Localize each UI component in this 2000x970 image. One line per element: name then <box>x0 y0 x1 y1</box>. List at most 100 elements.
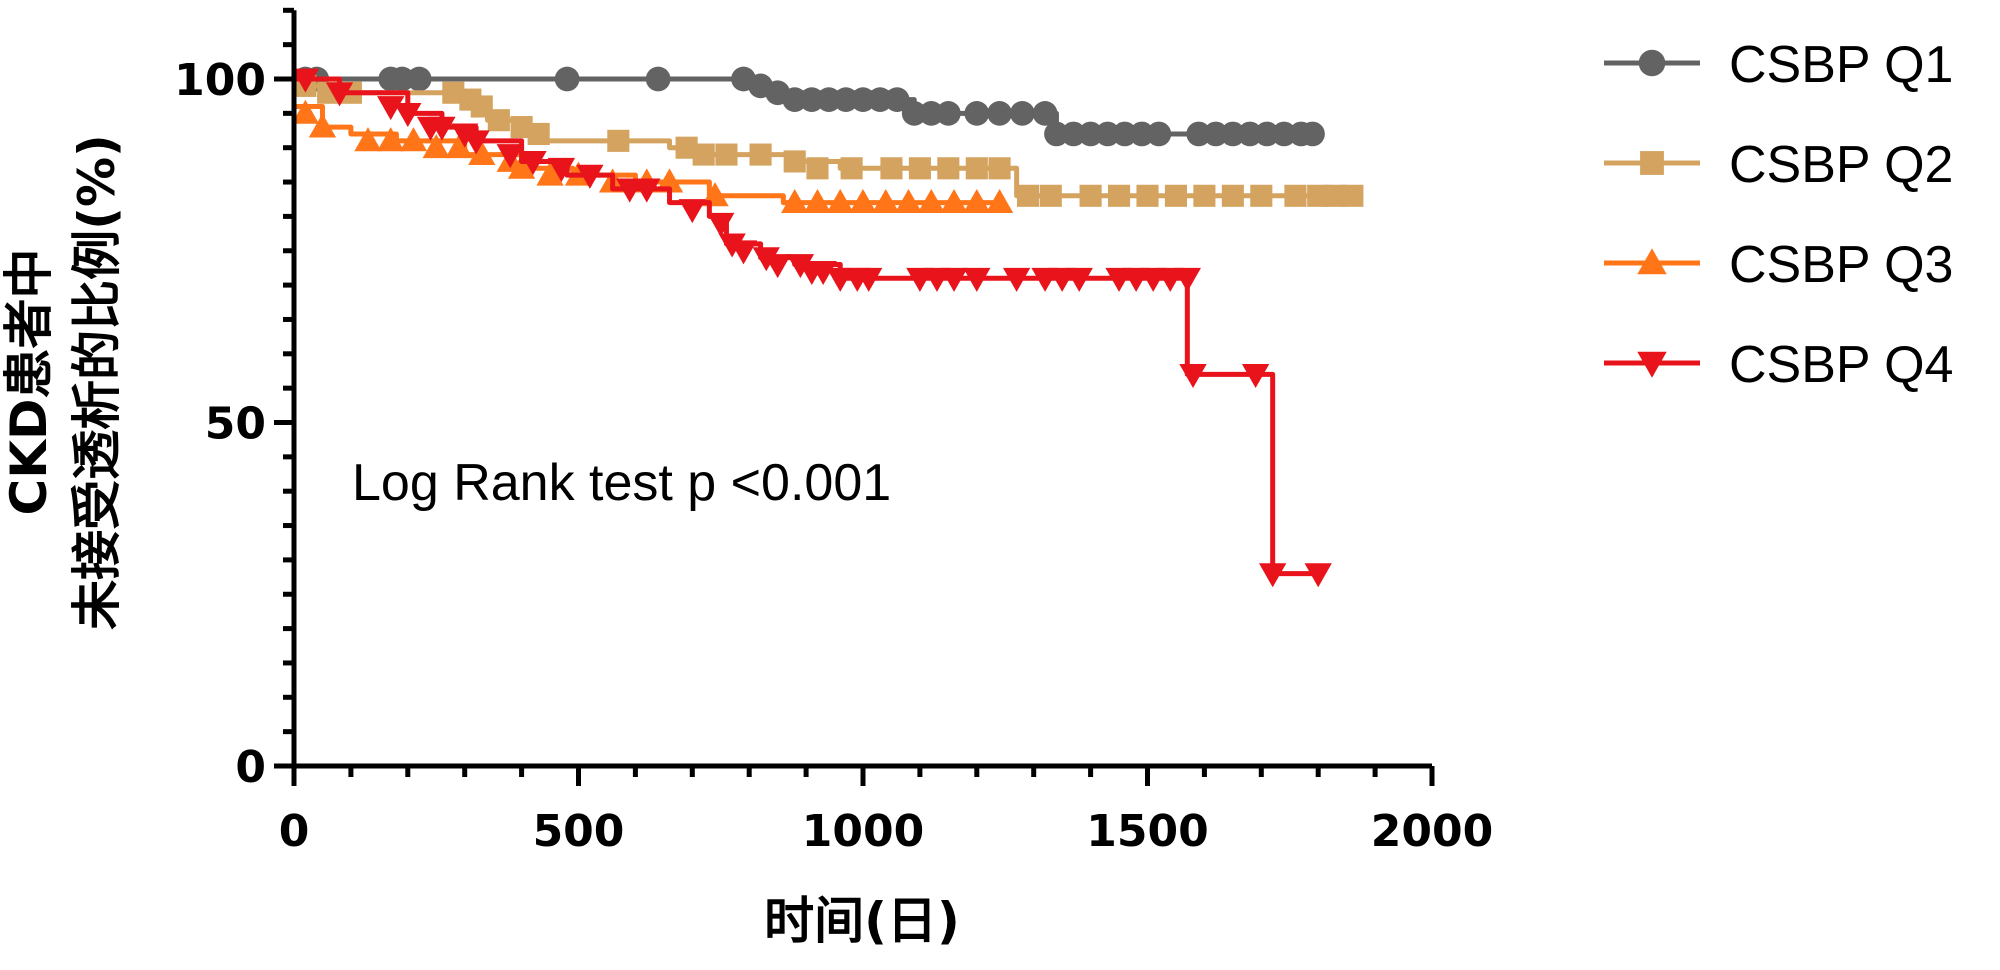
data-point <box>1108 184 1131 207</box>
legend-label: CSBP Q3 <box>1729 236 1953 294</box>
data-point <box>917 189 945 214</box>
data-point <box>1193 184 1216 207</box>
x-tick-label: 500 <box>533 806 625 857</box>
data-point <box>1095 121 1121 147</box>
data-point <box>291 68 320 93</box>
data-point <box>884 87 910 112</box>
data-point <box>377 127 405 152</box>
data-point <box>1002 267 1031 292</box>
y-axis-title-line-2: 未接受透析的比例(%) <box>68 134 126 630</box>
data-point <box>880 157 903 180</box>
data-point <box>1009 101 1035 126</box>
data-point <box>1237 121 1263 147</box>
series-layer <box>291 66 1364 588</box>
log-rank-annotation: Log Rank test p <0.001 <box>352 454 891 512</box>
series-csbp-q2 <box>294 74 1364 207</box>
series-csbp-q1 <box>293 66 1325 147</box>
data-point <box>1048 267 1076 292</box>
data-point <box>1284 184 1307 207</box>
legend-item-csbp-q3: CSBP Q3 <box>1604 236 1953 294</box>
data-point <box>901 101 927 126</box>
data-point <box>872 189 900 214</box>
x-tick-label: 1000 <box>802 806 924 857</box>
data-point <box>809 260 837 286</box>
data-point <box>783 150 806 173</box>
data-point <box>1078 121 1103 147</box>
data-point <box>428 116 456 141</box>
data-point <box>607 129 630 152</box>
data-point <box>1164 184 1187 207</box>
data-point <box>692 143 715 166</box>
data-point <box>855 267 883 292</box>
data-point <box>1065 267 1093 292</box>
data-point <box>519 151 547 176</box>
data-point <box>1341 184 1364 207</box>
data-point <box>451 123 479 148</box>
data-point <box>527 122 550 146</box>
data-point <box>1259 563 1287 588</box>
data-point <box>496 144 524 169</box>
legend-marker <box>1640 151 1664 175</box>
data-point <box>816 87 842 112</box>
data-point <box>576 164 604 189</box>
data-point <box>394 102 422 127</box>
data-point <box>867 87 893 112</box>
data-point <box>940 189 968 214</box>
data-point <box>752 247 780 272</box>
data-point <box>554 66 580 92</box>
data-point <box>782 87 808 112</box>
data-point <box>786 254 815 279</box>
data-point <box>470 95 493 118</box>
data-point <box>389 66 415 92</box>
data-point <box>803 189 832 214</box>
data-point <box>1061 121 1086 147</box>
data-point <box>487 109 510 132</box>
data-point <box>833 87 859 112</box>
data-point <box>1250 184 1273 207</box>
y-tick-label: 0 <box>235 742 266 793</box>
data-point <box>894 189 923 214</box>
x-axis-title: 时间(日) <box>764 892 960 950</box>
data-point <box>1139 267 1167 292</box>
y-axis-title-line-1: CKD患者中 <box>0 249 58 516</box>
data-point <box>764 254 792 279</box>
series-csbp-q4 <box>291 68 1332 588</box>
data-point <box>675 136 698 159</box>
data-point <box>399 127 428 152</box>
data-point <box>987 101 1012 126</box>
data-point <box>1186 121 1212 147</box>
data-point <box>645 66 671 92</box>
data-point <box>1079 184 1102 207</box>
data-point <box>988 157 1011 180</box>
data-point <box>1136 184 1159 207</box>
x-tick-label: 1500 <box>1086 806 1208 857</box>
data-point <box>937 157 960 180</box>
legend-item-csbp-q4: CSBP Q4 <box>1604 336 1953 394</box>
data-point <box>849 189 877 214</box>
data-point <box>507 154 536 179</box>
data-point <box>1146 121 1172 147</box>
data-point <box>291 99 320 124</box>
legend-label: CSBP Q1 <box>1729 36 1953 94</box>
data-point <box>1122 267 1150 292</box>
data-point <box>940 267 968 292</box>
data-point <box>377 96 405 121</box>
data-point <box>1016 184 1040 207</box>
data-point <box>936 101 961 126</box>
data-point <box>422 134 450 159</box>
data-point <box>536 161 564 186</box>
data-point <box>718 233 746 258</box>
data-point <box>1179 364 1207 389</box>
data-point <box>354 127 382 152</box>
data-point <box>826 267 854 292</box>
data-point <box>1221 184 1244 207</box>
data-point <box>918 101 944 126</box>
data-point <box>840 157 863 180</box>
data-point <box>1156 267 1184 292</box>
data-point <box>964 101 990 126</box>
data-point <box>1129 121 1155 147</box>
data-point <box>1271 121 1297 147</box>
data-point <box>442 81 465 104</box>
data-point <box>715 143 738 166</box>
